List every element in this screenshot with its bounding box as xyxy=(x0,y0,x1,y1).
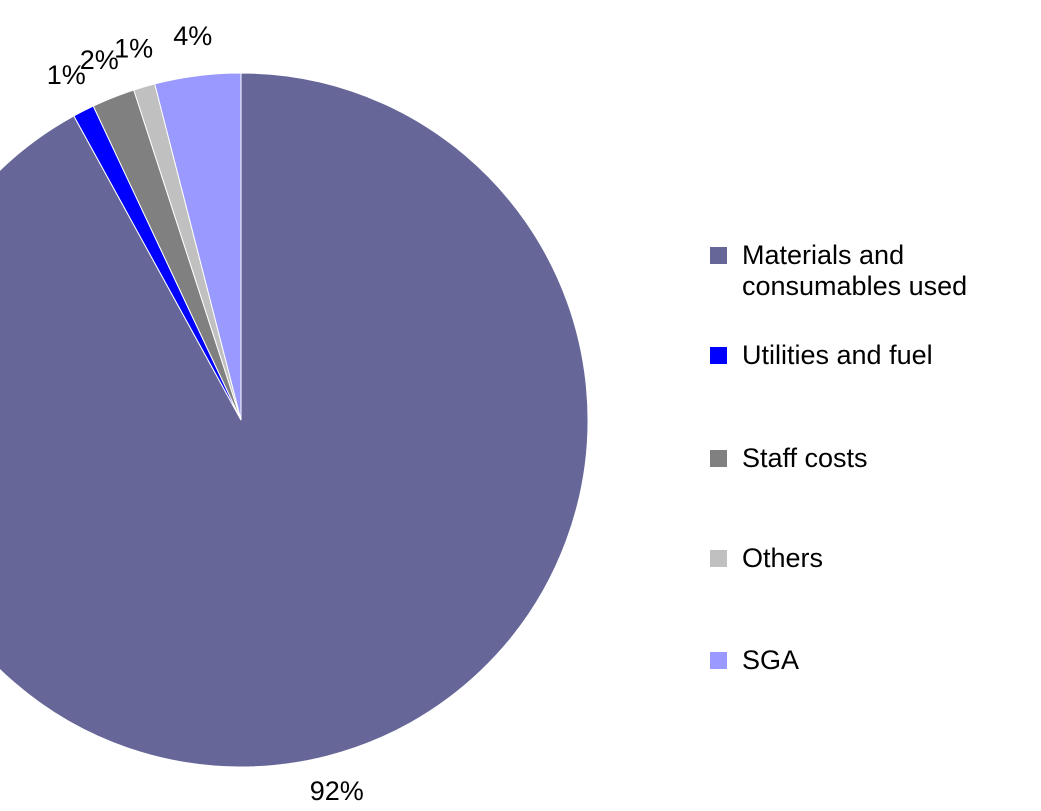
legend-label: Utilities and fuel xyxy=(742,340,933,370)
data-label: 2% xyxy=(80,45,119,75)
data-label: 92% xyxy=(310,776,364,806)
pie-slice xyxy=(0,72,589,768)
legend-swatch xyxy=(710,652,727,669)
legend-swatch xyxy=(710,247,727,264)
legend-item: Materials and consumables used xyxy=(710,240,1041,302)
legend-item: Others xyxy=(710,543,1041,574)
legend-item: Utilities and fuel xyxy=(710,340,1041,371)
data-label: 1% xyxy=(47,60,86,90)
legend-label: Materials and consumables used xyxy=(742,240,968,301)
data-label: 4% xyxy=(173,21,212,51)
legend-label: Others xyxy=(742,543,824,573)
legend-item: SGA xyxy=(710,645,1041,676)
legend-label: Staff costs xyxy=(742,443,868,473)
legend-swatch xyxy=(710,347,727,364)
pie-slice xyxy=(154,72,242,421)
data-label: 1% xyxy=(114,33,153,63)
legend-swatch xyxy=(710,450,727,467)
legend-swatch xyxy=(710,550,727,567)
legend-label: SGA xyxy=(742,645,800,675)
legend-item: Staff costs xyxy=(710,443,1041,474)
